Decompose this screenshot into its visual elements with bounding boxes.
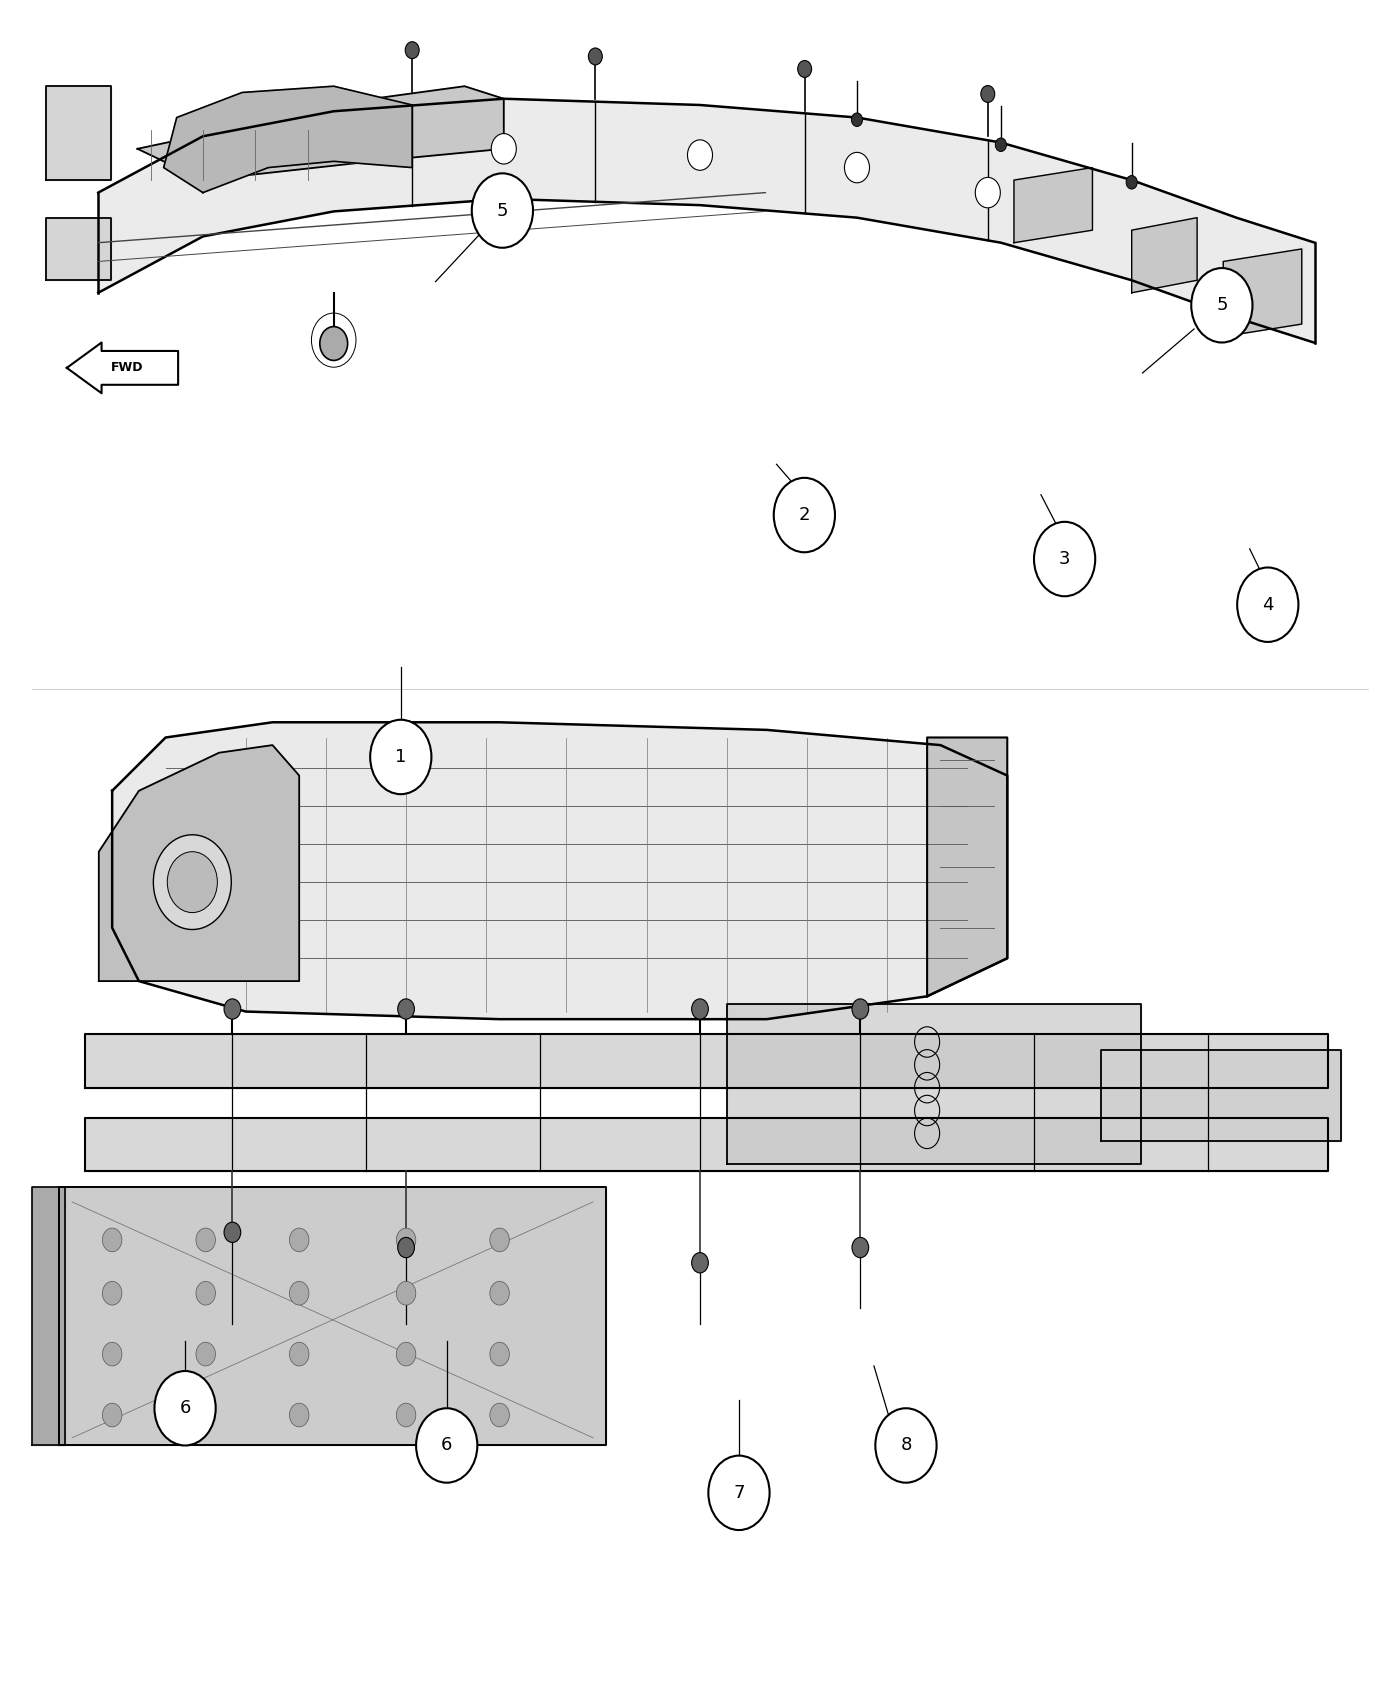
Polygon shape	[727, 1005, 1141, 1164]
Polygon shape	[927, 738, 1007, 996]
Polygon shape	[85, 1034, 1329, 1088]
Polygon shape	[164, 87, 412, 192]
Circle shape	[798, 61, 812, 78]
Circle shape	[224, 1222, 241, 1243]
Circle shape	[416, 1408, 477, 1482]
Circle shape	[196, 1343, 216, 1367]
Polygon shape	[98, 99, 1315, 343]
Circle shape	[396, 1343, 416, 1367]
Polygon shape	[32, 1187, 66, 1445]
Circle shape	[1126, 175, 1137, 189]
Circle shape	[290, 1282, 309, 1306]
Circle shape	[692, 1253, 708, 1273]
Polygon shape	[67, 342, 178, 393]
Circle shape	[692, 1000, 708, 1020]
Circle shape	[774, 478, 834, 552]
Polygon shape	[112, 722, 1007, 1020]
Circle shape	[708, 1455, 770, 1530]
Circle shape	[844, 153, 869, 184]
Circle shape	[396, 1227, 416, 1251]
Circle shape	[398, 1000, 414, 1020]
Polygon shape	[59, 1187, 606, 1445]
Circle shape	[102, 1282, 122, 1306]
Polygon shape	[85, 1119, 1329, 1171]
Circle shape	[851, 112, 862, 126]
Text: 1: 1	[395, 748, 406, 767]
Text: 7: 7	[734, 1484, 745, 1501]
Circle shape	[167, 852, 217, 913]
Text: 2: 2	[798, 507, 811, 524]
Circle shape	[981, 85, 995, 102]
Circle shape	[196, 1402, 216, 1426]
Text: 3: 3	[1058, 551, 1071, 568]
Circle shape	[154, 835, 231, 930]
Circle shape	[102, 1227, 122, 1251]
Circle shape	[588, 48, 602, 65]
Circle shape	[490, 1282, 510, 1306]
Circle shape	[995, 138, 1007, 151]
Polygon shape	[46, 87, 112, 180]
Circle shape	[102, 1402, 122, 1426]
Circle shape	[370, 719, 431, 794]
Circle shape	[490, 1227, 510, 1251]
Text: 8: 8	[900, 1436, 911, 1455]
Circle shape	[853, 1238, 868, 1258]
Polygon shape	[1224, 248, 1302, 337]
Circle shape	[1191, 269, 1253, 342]
Circle shape	[490, 1402, 510, 1426]
Circle shape	[290, 1343, 309, 1367]
Polygon shape	[1131, 218, 1197, 292]
Circle shape	[290, 1227, 309, 1251]
Circle shape	[853, 1000, 868, 1020]
Circle shape	[224, 1000, 241, 1020]
Circle shape	[875, 1408, 937, 1482]
Circle shape	[405, 42, 419, 58]
Circle shape	[396, 1402, 416, 1426]
Circle shape	[196, 1282, 216, 1306]
Text: 5: 5	[1217, 296, 1228, 314]
Circle shape	[687, 139, 713, 170]
Circle shape	[976, 177, 1001, 207]
Text: 4: 4	[1261, 595, 1274, 614]
Text: 6: 6	[441, 1436, 452, 1455]
Text: 5: 5	[497, 202, 508, 219]
Polygon shape	[99, 745, 300, 981]
Circle shape	[491, 134, 517, 163]
Circle shape	[1035, 522, 1095, 597]
Polygon shape	[46, 218, 112, 280]
Circle shape	[1238, 568, 1298, 643]
Text: FWD: FWD	[111, 362, 143, 374]
Polygon shape	[137, 87, 504, 180]
Polygon shape	[1100, 1049, 1341, 1141]
Circle shape	[196, 1227, 216, 1251]
Circle shape	[396, 1282, 416, 1306]
Polygon shape	[1014, 168, 1092, 243]
Circle shape	[154, 1370, 216, 1445]
Circle shape	[102, 1343, 122, 1367]
Circle shape	[290, 1402, 309, 1426]
Text: 6: 6	[179, 1399, 190, 1418]
Circle shape	[472, 173, 533, 248]
Circle shape	[490, 1343, 510, 1367]
Circle shape	[398, 1238, 414, 1258]
Circle shape	[319, 326, 347, 360]
